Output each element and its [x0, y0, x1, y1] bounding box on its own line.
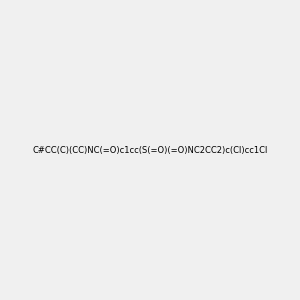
- Text: C#CC(C)(CC)NC(=O)c1cc(S(=O)(=O)NC2CC2)c(Cl)cc1Cl: C#CC(C)(CC)NC(=O)c1cc(S(=O)(=O)NC2CC2)c(…: [32, 146, 268, 154]
